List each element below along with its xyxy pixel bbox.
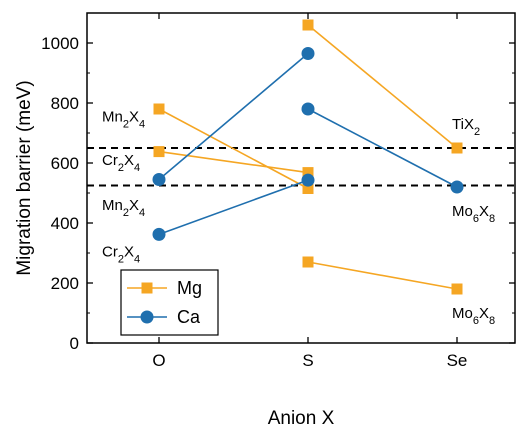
data-point-mg — [153, 103, 165, 115]
data-point-mg — [451, 283, 463, 295]
data-point-mg — [451, 142, 463, 154]
y-tick-label: 400 — [51, 214, 79, 233]
data-point-ca — [152, 227, 166, 241]
legend-label-ca: Ca — [177, 307, 201, 327]
data-point-ca — [301, 102, 315, 116]
annotations: Mn2X4 Cr2X4 Mn2X4 Cr2X4 TiX2 Mo6X8 Mo6X8 — [102, 109, 495, 328]
series-line-ca — [307, 108, 458, 188]
y-axis-title: Migration barrier (meV) — [14, 80, 35, 275]
plot-frame — [86, 12, 516, 344]
legend-marker-mg — [141, 282, 153, 294]
compound-label: Cr2X4 — [102, 244, 140, 266]
compound-label: TiX2 — [452, 116, 480, 138]
y-tick-label: 0 — [70, 334, 79, 353]
y-tick-label: 200 — [51, 274, 79, 293]
data-point-mg — [302, 167, 314, 179]
data-point-mg — [302, 183, 314, 194]
legend: Mg Ca — [120, 269, 219, 336]
reference-lines — [87, 147, 515, 187]
data-point-mg — [302, 19, 314, 31]
legend-label-mg: Mg — [177, 278, 202, 298]
data-point-ca — [301, 47, 315, 60]
legend-box — [120, 269, 219, 336]
series-line-mg — [158, 108, 309, 190]
x-tick-label: S — [302, 351, 313, 370]
y-tick-label: 800 — [51, 94, 79, 113]
series-line-mg — [158, 150, 309, 174]
y-tick-label: 600 — [51, 154, 79, 173]
compound-label: Mo6X8 — [452, 305, 495, 327]
data-point-ca — [152, 173, 166, 186]
series-line-ca — [158, 179, 309, 236]
series-lines — [158, 24, 458, 290]
data-point-mg — [302, 256, 314, 268]
data-point-ca — [301, 173, 315, 187]
series-line-mg — [307, 24, 458, 149]
compound-label: Mn2X4 — [102, 109, 145, 131]
x-tick-label: Se — [447, 351, 468, 370]
x-axis-title: Anion X — [268, 408, 335, 429]
data-point-mg — [153, 146, 165, 158]
axes: 0 200 400 600 800 1000 O S Se — [41, 13, 515, 370]
compound-label: Cr2X4 — [102, 152, 140, 174]
y-tick-label: 1000 — [41, 34, 79, 53]
series-line-ca — [158, 52, 309, 181]
series-line-mg — [307, 261, 458, 290]
compound-label: Mn2X4 — [102, 197, 145, 219]
legend-marker-ca — [140, 310, 154, 324]
x-tick-label: O — [152, 351, 165, 370]
data-point-ca — [450, 180, 464, 194]
series-markers — [152, 19, 464, 295]
compound-label: Mo6X8 — [452, 203, 495, 225]
